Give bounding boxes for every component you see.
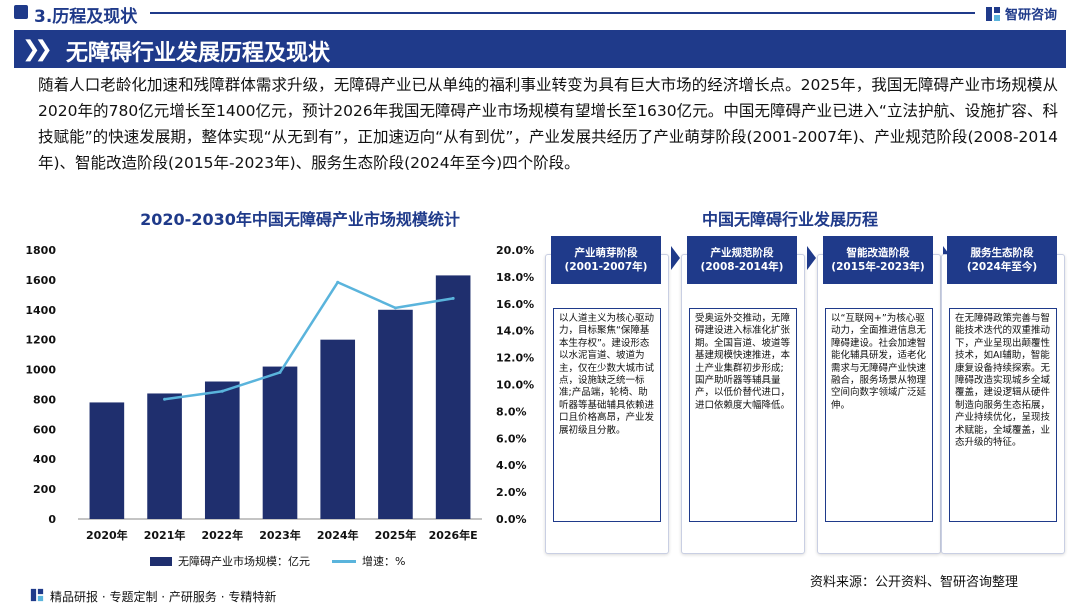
- legend-line-label: 增速：%: [362, 555, 406, 568]
- x-tick-label: 2024年: [317, 528, 359, 542]
- arrow-right-icon: [671, 246, 680, 270]
- bar: [89, 402, 125, 519]
- stage-name: 产业萌芽阶段: [574, 247, 638, 259]
- stage-header: 产业萌芽阶段 (2001-2007年): [551, 236, 661, 284]
- x-tick-label: 2026年E: [429, 528, 478, 542]
- stage-header: 产业规范阶段 (2008-2014年): [687, 236, 797, 284]
- y-right-tick-label: 18.0%: [496, 271, 534, 284]
- stage-timeline: 产业萌芽阶段 (2001-2007年) 以人道主义为核心驱动力，目标聚焦“保障基…: [545, 236, 1065, 554]
- footer: 精品研报 · 专题定制 · 产研服务 · 专精特新 资料来源：公开资料、智研咨询…: [0, 575, 1080, 607]
- y-right-tick-label: 16.0%: [496, 298, 534, 311]
- stage-name: 服务生态阶段: [970, 247, 1034, 259]
- main-title-band: ❯❯ 无障碍行业发展历程及现状: [14, 30, 1066, 68]
- y-left-tick-label: 200: [33, 483, 56, 496]
- section-title: 3.历程及现状: [34, 7, 138, 27]
- legend-line-swatch: [332, 559, 356, 563]
- brand-logo: 智研咨询: [985, 4, 1057, 23]
- y-right-tick-label: 14.0%: [496, 325, 534, 338]
- bar: [435, 275, 471, 519]
- legend-bar-label: 无障碍产业市场规模：亿元: [178, 555, 310, 568]
- footer-logo-icon: [30, 588, 44, 602]
- y-right-tick-label: 12.0%: [496, 352, 534, 365]
- stage-card-frame: [817, 254, 941, 554]
- y-right-tick-label: 20.0%: [496, 244, 534, 257]
- x-tick-label: 2021年: [144, 528, 186, 542]
- bar: [378, 309, 413, 519]
- stage-card-frame: [681, 254, 805, 554]
- footer-services: 精品研报 · 专题定制 · 产研服务 · 专精特新: [50, 590, 277, 604]
- y-right-tick-label: 6.0%: [496, 432, 527, 445]
- chevron-double-icon: ❯❯: [22, 37, 53, 62]
- stage-period: (2008-2014年): [700, 261, 784, 273]
- data-source: 资料来源：公开资料、智研咨询整理: [810, 575, 1019, 590]
- y-right-tick-label: 4.0%: [496, 459, 527, 472]
- section-icon: [14, 5, 28, 19]
- bar: [262, 366, 298, 519]
- stage-card-frame: [941, 254, 1065, 554]
- growth-line: [164, 281, 454, 401]
- growth-point: [220, 389, 224, 393]
- y-left-tick-label: 1000: [25, 364, 56, 377]
- chart-title: 2020-2030年中国无障碍产业市场规模统计: [140, 210, 460, 229]
- y-left-tick-label: 0: [48, 513, 56, 526]
- header-rule: [150, 12, 975, 14]
- x-tick-label: 2022年: [201, 528, 243, 542]
- growth-point: [278, 370, 282, 374]
- y-right-tick-label: 0.0%: [496, 513, 527, 526]
- stage-header: 智能改造阶段 (2015年-2023年): [823, 236, 933, 284]
- stage-description: 以“互联网+”为核心驱动力，全面推进信息无障碍建设。社会加速智能化辅具研发，适老…: [825, 308, 933, 522]
- page-title: 无障碍行业发展历程及现状: [66, 41, 331, 66]
- brand-logo-text: 智研咨询: [1005, 8, 1058, 23]
- arrow-right-icon: [807, 246, 816, 270]
- y-left-tick-label: 400: [33, 453, 56, 466]
- y-left-tick-label: 600: [33, 423, 56, 436]
- growth-point: [336, 280, 340, 284]
- stage-period: (2024年至今): [966, 261, 1038, 273]
- bar: [204, 381, 240, 519]
- top-bar: 3.历程及现状 智研咨询: [0, 0, 1080, 27]
- bar: [320, 339, 356, 519]
- y-left-tick-label: 1800: [25, 244, 56, 257]
- x-tick-label: 2023年: [259, 528, 301, 542]
- growth-point: [451, 296, 455, 300]
- growth-point: [393, 306, 397, 310]
- market-size-chart: 0 200 400 600 800 1000 1200 1400 1600 1800 0.0% 2.0…: [25, 244, 534, 542]
- intro-paragraph: 随着人口老龄化加速和残障群体需求升级，无障碍产业已从单纯的福利事业转变为具有巨大…: [38, 76, 1058, 172]
- y-left-tick-label: 800: [33, 393, 56, 406]
- stage-period: (2015年-2023年): [831, 261, 925, 273]
- growth-point: [163, 397, 167, 401]
- brand-logo-icon: [986, 6, 1000, 21]
- stage-description: 在无障碍政策完善与智能技术迭代的双重推动下，产业呈现出颠覆性技术，如AI辅助，智…: [949, 308, 1057, 522]
- chart-legend: 无障碍产业市场规模：亿元 增速：%: [150, 553, 405, 569]
- stage-description: 以人道主义为核心驱动力，目标聚焦“保障基本生存权”。建设形态以水泥盲道、坡道为主…: [553, 308, 661, 522]
- legend-bar-swatch: [150, 556, 172, 566]
- y-left-tick-label: 1200: [25, 334, 56, 347]
- y-left-tick-label: 1600: [25, 274, 56, 287]
- stage-name: 智能改造阶段: [846, 247, 910, 259]
- stage-header: 服务生态阶段 (2024年至今): [947, 236, 1057, 284]
- stage-name: 产业规范阶段: [710, 247, 774, 259]
- x-tick-label: 2025年: [375, 528, 417, 542]
- stage-description: 受奥运外交推动，无障碍建设进入标准化扩张期。全国盲道、坡道等基建规模快速推进，本…: [689, 308, 797, 522]
- bar: [147, 393, 182, 519]
- x-tick-label: 2020年: [86, 528, 128, 542]
- stage-period: (2001-2007年): [564, 261, 648, 273]
- timeline-title: 中国无障碍行业发展历程: [701, 210, 878, 229]
- y-right-tick-label: 2.0%: [496, 486, 527, 499]
- y-right-tick-label: 10.0%: [496, 379, 534, 392]
- y-right-tick-label: 8.0%: [496, 405, 527, 418]
- y-left-tick-label: 1400: [25, 304, 56, 317]
